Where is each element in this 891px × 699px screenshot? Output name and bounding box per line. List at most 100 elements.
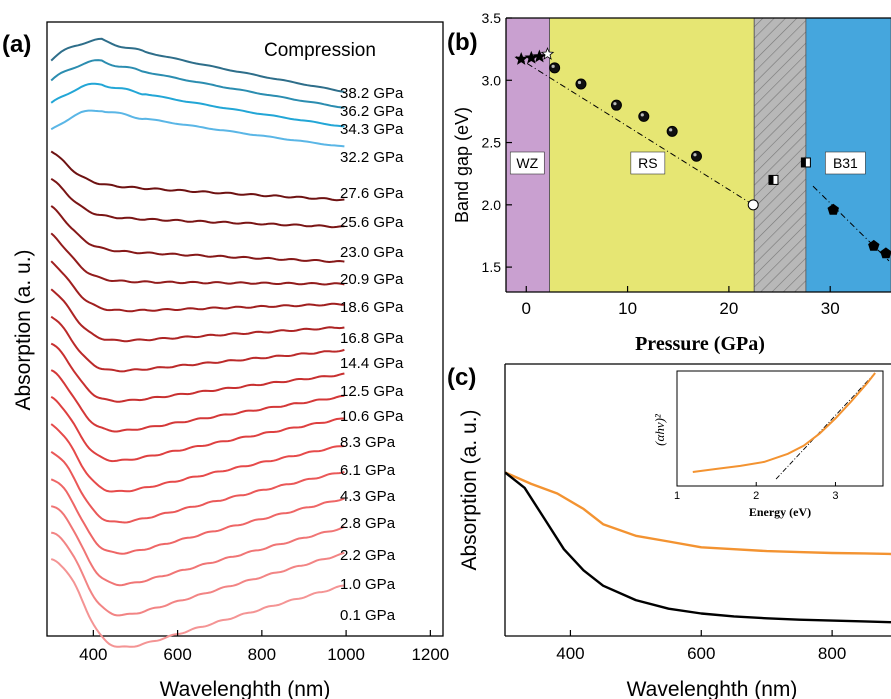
legend-label-4-3-GPa: 4.3 GPa (340, 488, 396, 505)
fit-line-1 (812, 185, 890, 262)
phase-region-labels: WZ RS B31 (509, 151, 866, 175)
curve-4-3-GPa (50, 450, 345, 524)
point-circle-highlight (669, 128, 673, 132)
legend-label-25-6-GPa: 25.6 GPa (340, 214, 404, 231)
point-square-half-fill (801, 157, 806, 167)
point-circle (610, 99, 622, 111)
point-circle (549, 62, 561, 74)
legend-label-14-4-GPa: 14.4 GPa (340, 355, 404, 372)
legend-label-16-8-GPa: 16.8 GPa (340, 330, 404, 347)
legend-label-27-6-GPa: 27.6 GPa (340, 185, 404, 202)
panel-a-curves (50, 37, 345, 648)
curve-20-9-GPa (50, 232, 345, 286)
curve-34-3-GPa (50, 82, 345, 128)
inset-curve (692, 372, 876, 473)
inset-y-label: (αhν)² (652, 413, 667, 446)
panel-c-tag: (c) (447, 364, 476, 391)
legend-label-36-2-GPa: 36.2 GPa (340, 103, 404, 120)
phase-label-box-B31 (825, 151, 866, 175)
panel-b: (b) WZ RS B31 0 10 20 30 1.5 2.0 2.5 3.0 3.5 Pres… (447, 10, 891, 355)
curve-2-8-GPa (50, 478, 345, 555)
fit-line-0 (515, 56, 754, 206)
inset-xtick-label: 2 (753, 490, 759, 502)
point-square-half-fill (768, 175, 774, 185)
panel-a-y-label: Absorption (a. u.) (12, 249, 35, 410)
b-ytick-label: 3.5 (482, 10, 502, 26)
inset-xtick-label: 3 (832, 490, 838, 502)
phase-region-mixed (753, 18, 807, 292)
panel-a-tag: (a) (2, 31, 31, 58)
panel-b-tag: (b) (447, 29, 478, 56)
curve-36-2-GPa (50, 59, 345, 109)
panel-c: (c) 400 600 800 Wavelenghth (nm) Absorptio… (447, 363, 891, 699)
inset-curve-orange (692, 372, 876, 473)
legend-label-38-2-GPa: 38.2 GPa (340, 85, 404, 102)
legend-label-8-3-GPa: 8.3 GPa (340, 434, 396, 451)
a-xtick-label: 600 (163, 645, 191, 664)
inset-frame (676, 370, 884, 487)
panel-c-y-label: Absorption (a. u.) (458, 409, 481, 570)
band-gap-fit-lines (515, 56, 890, 262)
legend-label-10-6-GPa: 10.6 GPa (340, 408, 404, 425)
point-circle-highlight (693, 153, 697, 157)
legend-label-34-3-GPa: 34.3 GPa (340, 121, 404, 138)
b-ytick-label: 1.5 (482, 259, 502, 275)
a-xtick-label: 800 (248, 645, 276, 664)
inset-x-ticks: 1 2 3 (674, 482, 839, 502)
curve-2-2-GPa (50, 505, 345, 587)
legend-label-2-8-GPa: 2.8 GPa (340, 515, 396, 532)
phase-label-WZ: WZ (516, 155, 538, 171)
point-circle (638, 110, 650, 122)
panel-a-x-ticks: 400 600 800 1000 1200 (79, 630, 449, 664)
a-xtick-label: 1200 (411, 645, 449, 664)
curve-23-0-GPa (50, 205, 345, 264)
legend-label-23-0-GPa: 23.0 GPa (340, 244, 404, 261)
c-xtick-label: 400 (556, 644, 584, 663)
point-circle-highlight (640, 113, 644, 117)
panel-a-frame (46, 21, 444, 637)
point-circle-highlight (613, 102, 617, 106)
point-pentagon (868, 239, 880, 251)
b-ytick-label: 2.0 (482, 197, 502, 213)
curve-38-2-GPa (50, 37, 345, 93)
legend-label-32-2-GPa: 32.2 GPa (340, 149, 404, 166)
curve-18-6-GPa (50, 260, 345, 313)
curve-8-3-GPa (50, 395, 345, 463)
panel-b-x-ticks: 0 10 20 30 (522, 286, 840, 318)
point-circle (666, 125, 678, 137)
point-star (540, 47, 555, 60)
point-circle-highlight (577, 80, 582, 85)
phase-label-B31: B31 (833, 155, 858, 171)
panel-c-x-label: Wavelenghth (nm) (627, 678, 798, 699)
b-xtick-label: 30 (821, 299, 840, 318)
point-star (532, 49, 547, 63)
band-gap-points (514, 47, 891, 259)
panel-b-y-label: Band gap (eV) (452, 107, 472, 223)
inset-fit-segment (775, 372, 876, 480)
panel-c-inset: 1 2 3 Energy (eV) (αhν)² (652, 370, 884, 519)
point-circle (575, 78, 587, 90)
inset-fit-line (775, 372, 876, 480)
curve-1-0-GPa (51, 531, 345, 617)
b-xtick-label: 20 (719, 299, 738, 318)
c-xtick-label: 800 (818, 644, 846, 663)
phase-label-box-RS (630, 151, 666, 175)
legend-label-18-6-GPa: 18.6 GPa (340, 299, 404, 316)
legend-label-1-0-GPa: 1.0 GPa (340, 576, 396, 593)
curve-25-6-GPa (50, 177, 345, 229)
curve-black (505, 471, 891, 624)
curve-0-1-GPa (50, 558, 345, 648)
panel-b-y-ticks: 1.5 2.0 2.5 3.0 3.5 (482, 10, 512, 275)
a-xtick-label: 1000 (327, 645, 365, 664)
c-xtick-label: 600 (687, 644, 715, 663)
b-xtick-label: 10 (618, 299, 637, 318)
panel-b-x-label: Pressure (GPa) (635, 333, 765, 355)
point-pentagon (827, 203, 839, 215)
curve-12-5-GPa (50, 342, 345, 403)
curve-14-4-GPa (50, 315, 345, 373)
point-star (514, 51, 528, 65)
curve-27-6-GPa (50, 150, 345, 202)
legend-label-2-2-GPa: 2.2 GPa (340, 547, 396, 564)
